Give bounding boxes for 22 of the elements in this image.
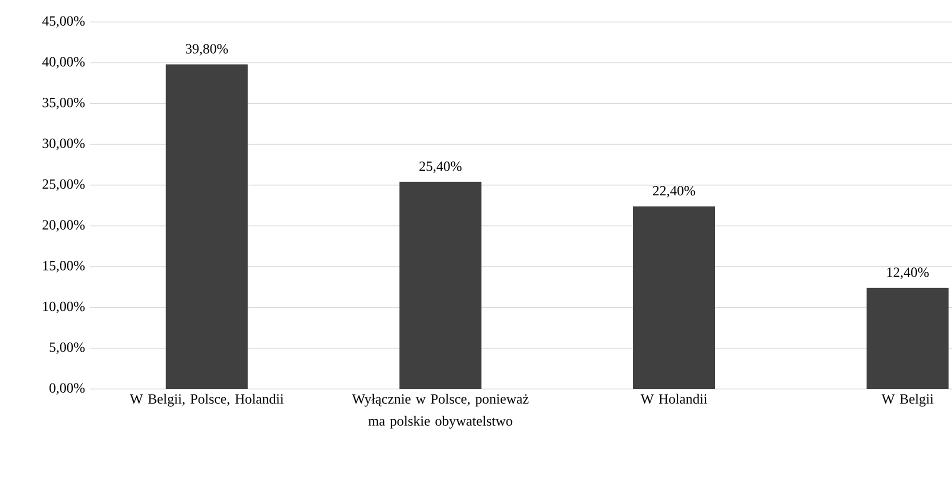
x-tick-label: W Belgii (882, 394, 934, 407)
x-tick-label: W Holandii (640, 394, 708, 404)
data-label: 12,40% (887, 268, 929, 280)
bar (633, 206, 716, 389)
y-tick-label: 0,00% (50, 383, 85, 395)
data-label: 39,80% (186, 44, 228, 56)
y-tick-label: 40,00% (42, 57, 85, 69)
y-tick-label: 35,00% (42, 98, 85, 110)
y-tick-label: 45,00% (42, 16, 85, 28)
data-label: 22,40% (653, 186, 696, 198)
y-tick-label: 15,00% (43, 260, 85, 272)
y-tick-label: 10,00% (43, 302, 85, 314)
x-tick-label: W Belgii, Polsce, Holandii (130, 394, 284, 407)
y-tick-label: 30,00% (42, 138, 85, 150)
bar (866, 288, 949, 389)
y-tick-label: 20,00% (42, 220, 85, 232)
bar (399, 182, 482, 389)
y-tick-label: 5,00% (50, 342, 85, 354)
bar (166, 64, 248, 389)
data-label: 25,40% (419, 162, 462, 173)
y-tick-label: 25,00% (42, 179, 85, 191)
x-tick-label: Wyłącznie w Polsce, ponieważ ma polskie obywatelstwo (352, 394, 528, 429)
